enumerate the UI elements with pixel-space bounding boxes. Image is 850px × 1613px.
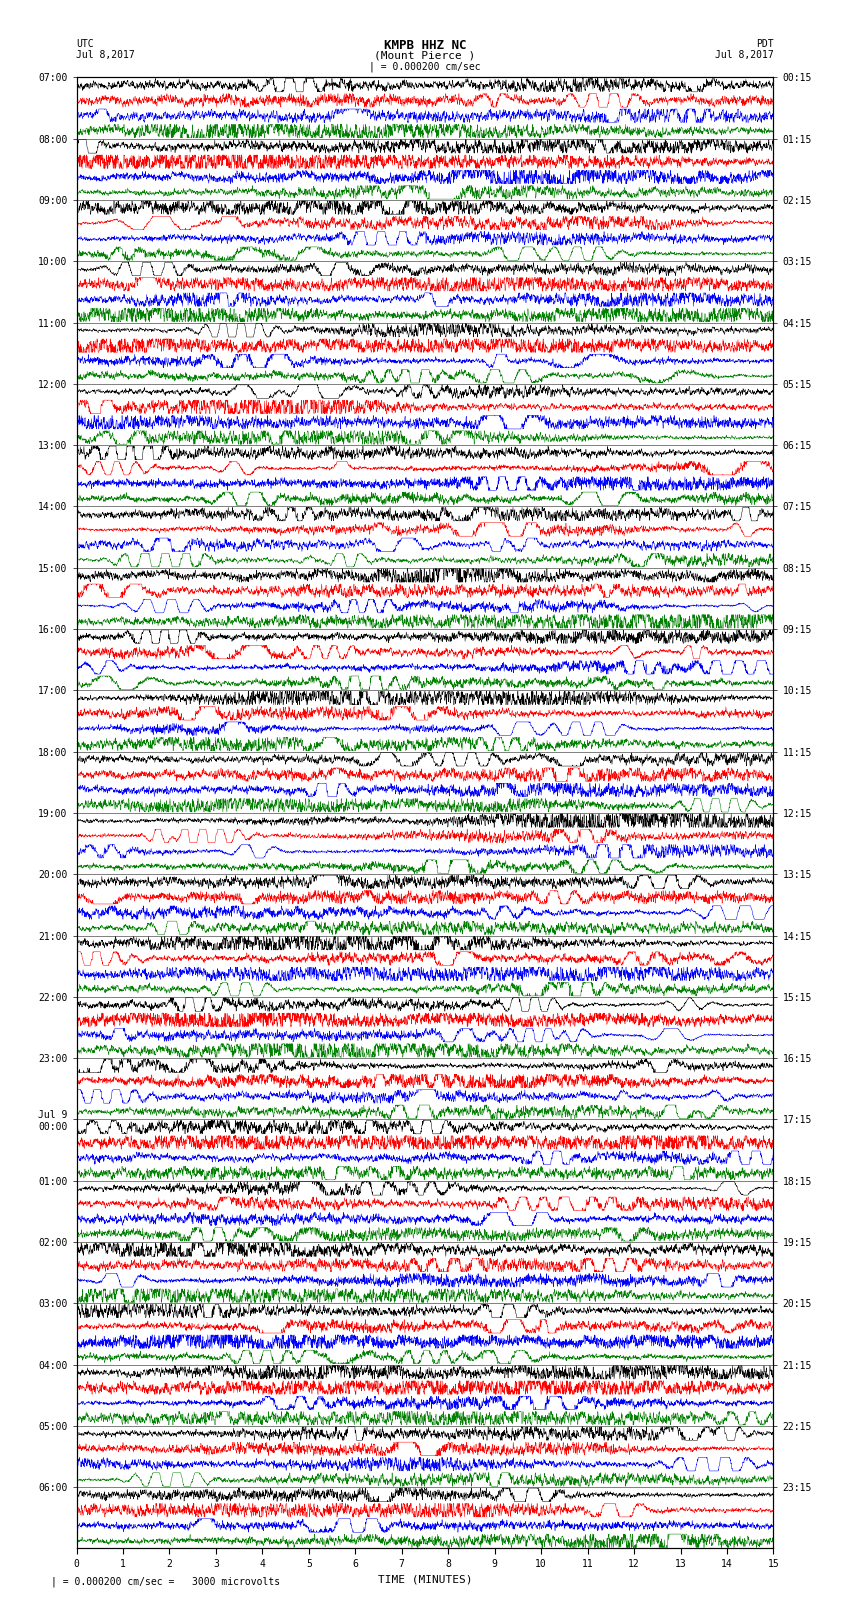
- Text: Jul 8,2017: Jul 8,2017: [715, 50, 774, 60]
- Text: UTC: UTC: [76, 39, 94, 48]
- Text: Jul 8,2017: Jul 8,2017: [76, 50, 135, 60]
- Text: | = 0.000200 cm/sec =   3000 microvolts: | = 0.000200 cm/sec = 3000 microvolts: [51, 1576, 280, 1587]
- Text: (Mount Pierce ): (Mount Pierce ): [374, 50, 476, 60]
- X-axis label: TIME (MINUTES): TIME (MINUTES): [377, 1574, 473, 1584]
- Text: KMPB HHZ NC: KMPB HHZ NC: [383, 39, 467, 52]
- Text: | = 0.000200 cm/sec: | = 0.000200 cm/sec: [369, 61, 481, 73]
- Text: PDT: PDT: [756, 39, 774, 48]
